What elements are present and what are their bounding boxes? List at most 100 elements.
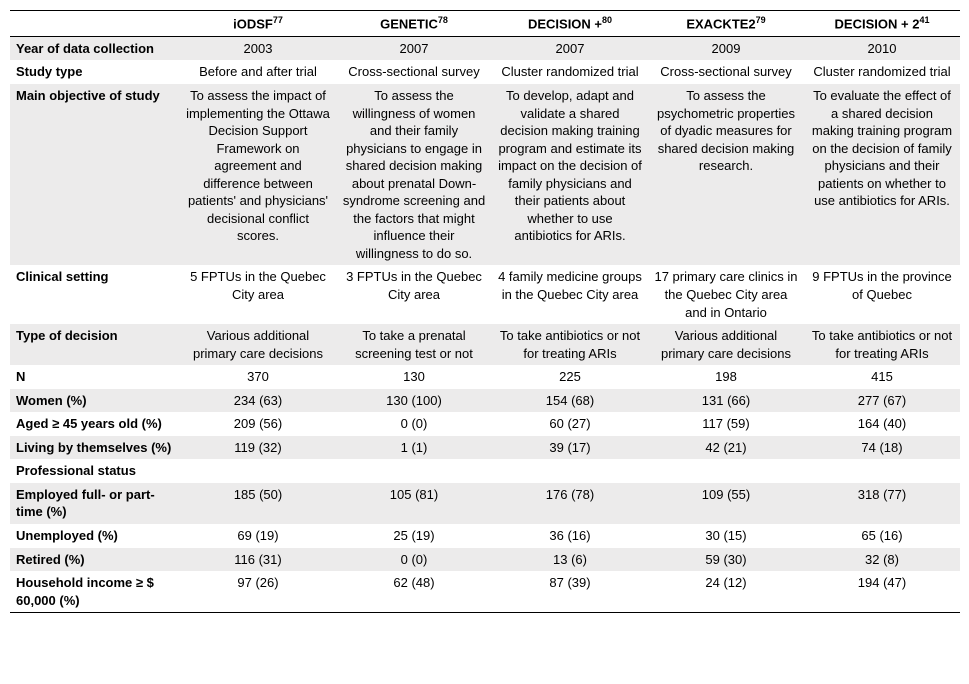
cell: To take a prenatal screening test or not bbox=[336, 324, 492, 365]
row-label: Main objective of study bbox=[10, 84, 180, 265]
cell: 97 (26) bbox=[180, 571, 336, 613]
cell bbox=[804, 459, 960, 483]
col-sup: 79 bbox=[756, 15, 766, 25]
col-sup: 80 bbox=[602, 15, 612, 25]
table-row: Professional status bbox=[10, 459, 960, 483]
col-header: GENETIC78 bbox=[336, 11, 492, 37]
cell: 36 (16) bbox=[492, 524, 648, 548]
row-label: Professional status bbox=[10, 459, 180, 483]
cell: 69 (19) bbox=[180, 524, 336, 548]
row-label: Employed full- or part-time (%) bbox=[10, 483, 180, 524]
cell: 415 bbox=[804, 365, 960, 389]
cell: 42 (21) bbox=[648, 436, 804, 460]
cell: 225 bbox=[492, 365, 648, 389]
table-row: Study typeBefore and after trialCross-se… bbox=[10, 60, 960, 84]
cell: Cross-sectional survey bbox=[336, 60, 492, 84]
cell: 1 (1) bbox=[336, 436, 492, 460]
cell: Cluster randomized trial bbox=[804, 60, 960, 84]
table-row: Main objective of studyTo assess the imp… bbox=[10, 84, 960, 265]
cell: 2007 bbox=[492, 36, 648, 60]
cell: 2007 bbox=[336, 36, 492, 60]
row-label: Type of decision bbox=[10, 324, 180, 365]
col-title: DECISION + 2 bbox=[835, 16, 920, 31]
cell: 370 bbox=[180, 365, 336, 389]
cell: 198 bbox=[648, 365, 804, 389]
cell bbox=[336, 459, 492, 483]
table-row: Household income ≥ $ 60,000 (%)97 (26)62… bbox=[10, 571, 960, 613]
header-blank bbox=[10, 11, 180, 37]
table-row: Women (%)234 (63)130 (100)154 (68)131 (6… bbox=[10, 389, 960, 413]
table-row: Employed full- or part-time (%)185 (50)1… bbox=[10, 483, 960, 524]
row-label: Living by themselves (%) bbox=[10, 436, 180, 460]
cell: 318 (77) bbox=[804, 483, 960, 524]
row-label: Household income ≥ $ 60,000 (%) bbox=[10, 571, 180, 613]
table-row: N370130225198415 bbox=[10, 365, 960, 389]
table-row: Retired (%)116 (31)0 (0)13 (6)59 (30)32 … bbox=[10, 548, 960, 572]
cell: 9 FPTUs in the province of Quebec bbox=[804, 265, 960, 324]
col-header: EXACKTE279 bbox=[648, 11, 804, 37]
cell bbox=[648, 459, 804, 483]
row-label: Women (%) bbox=[10, 389, 180, 413]
col-sup: 77 bbox=[273, 15, 283, 25]
cell: 5 FPTUs in the Quebec City area bbox=[180, 265, 336, 324]
cell: 109 (55) bbox=[648, 483, 804, 524]
row-label: Retired (%) bbox=[10, 548, 180, 572]
cell: 117 (59) bbox=[648, 412, 804, 436]
cell: 0 (0) bbox=[336, 412, 492, 436]
cell: 4 family medicine groups in the Quebec C… bbox=[492, 265, 648, 324]
cell bbox=[492, 459, 648, 483]
col-header: iODSF77 bbox=[180, 11, 336, 37]
table-row: Unemployed (%)69 (19)25 (19)36 (16)30 (1… bbox=[10, 524, 960, 548]
study-comparison-table: iODSF77 GENETIC78 DECISION +80 EXACKTE27… bbox=[10, 10, 960, 613]
col-header: DECISION +80 bbox=[492, 11, 648, 37]
cell: 194 (47) bbox=[804, 571, 960, 613]
cell: 105 (81) bbox=[336, 483, 492, 524]
cell: 130 (100) bbox=[336, 389, 492, 413]
cell: 209 (56) bbox=[180, 412, 336, 436]
cell: 32 (8) bbox=[804, 548, 960, 572]
cell: 24 (12) bbox=[648, 571, 804, 613]
cell: 185 (50) bbox=[180, 483, 336, 524]
col-sup: 41 bbox=[919, 15, 929, 25]
cell: 116 (31) bbox=[180, 548, 336, 572]
cell: 131 (66) bbox=[648, 389, 804, 413]
cell: Cluster randomized trial bbox=[492, 60, 648, 84]
header-row: iODSF77 GENETIC78 DECISION +80 EXACKTE27… bbox=[10, 11, 960, 37]
table-row: Aged ≥ 45 years old (%)209 (56)0 (0)60 (… bbox=[10, 412, 960, 436]
cell: 87 (39) bbox=[492, 571, 648, 613]
col-title: DECISION + bbox=[528, 16, 602, 31]
col-header: DECISION + 241 bbox=[804, 11, 960, 37]
cell: 65 (16) bbox=[804, 524, 960, 548]
cell: 3 FPTUs in the Quebec City area bbox=[336, 265, 492, 324]
row-label: Clinical setting bbox=[10, 265, 180, 324]
cell: To take antibiotics or not for treating … bbox=[804, 324, 960, 365]
cell bbox=[180, 459, 336, 483]
cell: Various additional primary care decision… bbox=[180, 324, 336, 365]
cell: 39 (17) bbox=[492, 436, 648, 460]
cell: 234 (63) bbox=[180, 389, 336, 413]
col-title: EXACKTE2 bbox=[686, 16, 755, 31]
cell: Cross-sectional survey bbox=[648, 60, 804, 84]
cell: 60 (27) bbox=[492, 412, 648, 436]
col-sup: 78 bbox=[438, 15, 448, 25]
cell: To take antibiotics or not for treating … bbox=[492, 324, 648, 365]
col-title: iODSF bbox=[233, 16, 273, 31]
cell: 30 (15) bbox=[648, 524, 804, 548]
row-label: Study type bbox=[10, 60, 180, 84]
cell: 0 (0) bbox=[336, 548, 492, 572]
table-row: Living by themselves (%)119 (32)1 (1)39 … bbox=[10, 436, 960, 460]
cell: 164 (40) bbox=[804, 412, 960, 436]
cell: 2003 bbox=[180, 36, 336, 60]
cell: 130 bbox=[336, 365, 492, 389]
row-label: N bbox=[10, 365, 180, 389]
row-label: Unemployed (%) bbox=[10, 524, 180, 548]
cell: Before and after trial bbox=[180, 60, 336, 84]
cell: To evaluate the effect of a shared decis… bbox=[804, 84, 960, 265]
cell: 62 (48) bbox=[336, 571, 492, 613]
cell: To assess the willingness of women and t… bbox=[336, 84, 492, 265]
cell: To assess the psychometric properties of… bbox=[648, 84, 804, 265]
cell: 59 (30) bbox=[648, 548, 804, 572]
col-title: GENETIC bbox=[380, 16, 438, 31]
cell: 176 (78) bbox=[492, 483, 648, 524]
table-row: Clinical setting5 FPTUs in the Quebec Ci… bbox=[10, 265, 960, 324]
